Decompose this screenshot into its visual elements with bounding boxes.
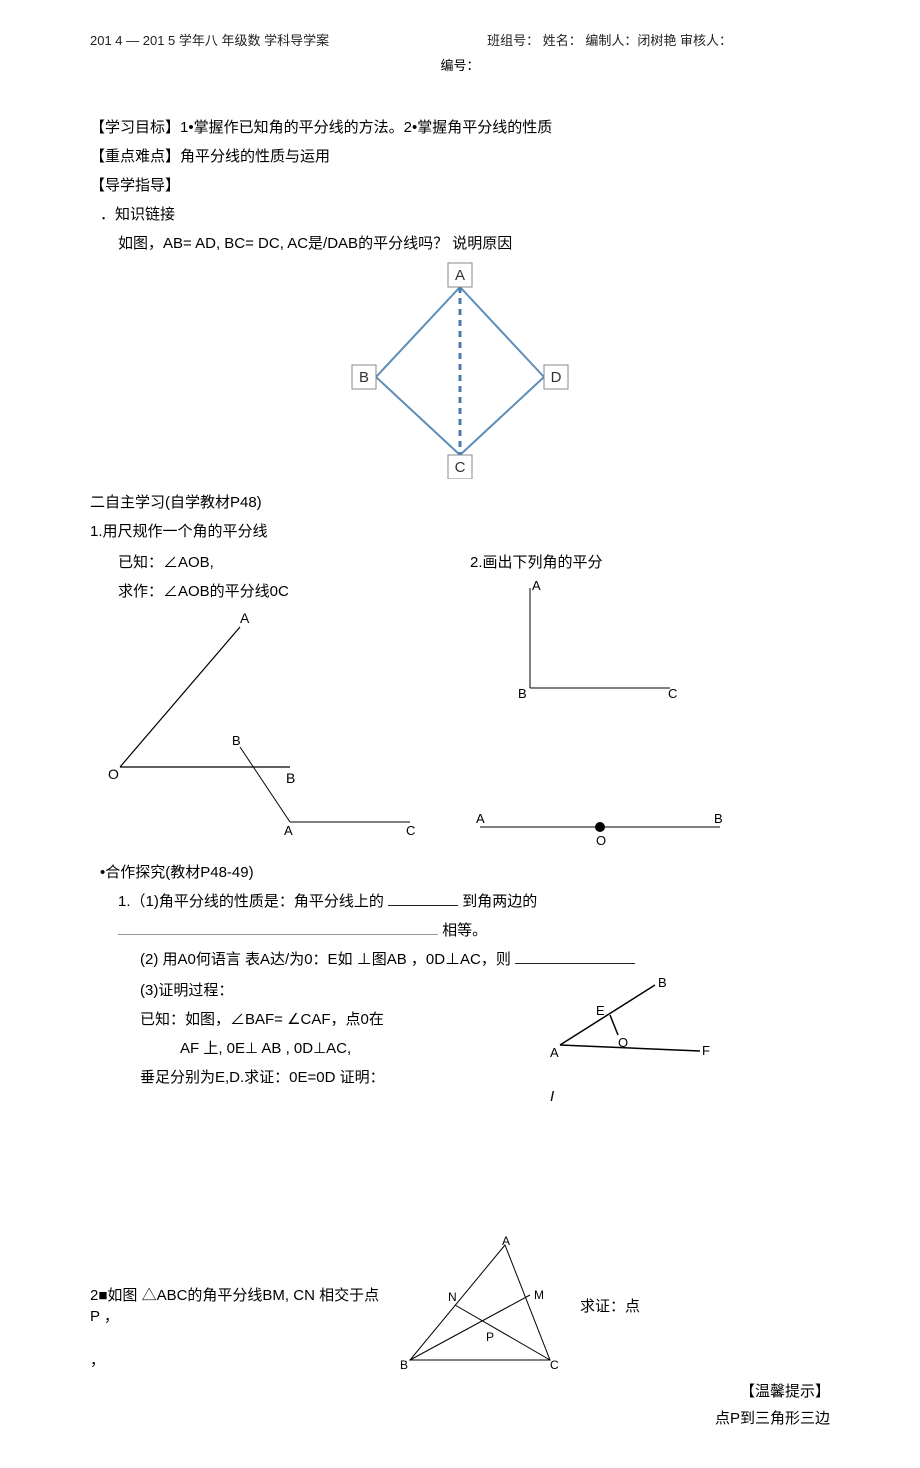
aob-label-o: O — [108, 766, 119, 782]
blank-3 — [515, 948, 635, 964]
tip-label: 【温馨提示】 — [740, 1383, 830, 1400]
str-label-a: A — [476, 811, 485, 826]
kite-label-c: C — [455, 459, 466, 476]
proof-label-e: E — [596, 1003, 605, 1018]
proof-label-o: O — [618, 1035, 628, 1050]
kite-label-b: B — [359, 369, 369, 386]
kite-label-a: A — [455, 267, 465, 284]
tri-label-m: M — [534, 1288, 544, 1302]
q1-req: 求作：∠AOB的平分线0C — [90, 578, 450, 605]
kite-label-d: D — [551, 369, 562, 386]
obt-label-b: B — [232, 733, 241, 748]
keypoint-text: 角平分线的性质与运用 — [180, 148, 330, 165]
angle-right-up-diagram: A B C — [470, 578, 690, 698]
q3-given3: 垂足分别为E,D.求证：0E=0D 证明： — [90, 1064, 490, 1091]
angle-obtuse-diagram: B A C — [210, 727, 430, 837]
goal-label: 【学习目标】 — [90, 119, 180, 136]
rightup-label-c: C — [668, 686, 677, 698]
q4b: 求证：点 — [580, 1295, 640, 1316]
blank-2 — [118, 919, 438, 935]
tri-label-a: A — [502, 1235, 510, 1248]
str-label-o: O — [596, 833, 606, 848]
section2-title: 二自主学习(自学教材P48) — [90, 489, 830, 516]
angle-straight-diagram: A O B — [470, 807, 730, 857]
header-line2: 编号： — [90, 55, 830, 74]
guide-label: 【导学指导】 — [90, 172, 830, 199]
q1-given: 已知：∠AOB, — [90, 549, 450, 576]
q3-given: 已知：如图，∠BAF= ∠CAF，点0在 — [90, 1006, 490, 1033]
q3-1a: 1.（1)角平分线的性质是：角平分线上的 — [118, 893, 388, 910]
proof-label-a: A — [550, 1045, 559, 1060]
rightup-label-b: B — [518, 686, 527, 698]
tip-text: 点P到三角形三边 — [90, 1407, 830, 1428]
aob-label-a: A — [240, 610, 250, 626]
section3-title: •合作探究(教材P48-49) — [90, 859, 830, 886]
q3-given2: AF 上, 0E⊥ AB , 0D⊥AC, — [90, 1035, 490, 1062]
q2-title: 2.画出下列角的平分 — [470, 549, 830, 576]
keypoint-label: 【重点难点】 — [90, 148, 180, 165]
tri-label-p: P — [486, 1330, 494, 1344]
rightup-label-a: A — [532, 578, 541, 593]
svg-text:I: I — [550, 1088, 554, 1105]
proof-label-f: F — [702, 1043, 710, 1058]
obt-label-a: A — [284, 823, 293, 837]
obt-label-c: C — [406, 823, 415, 837]
q3-1c: 相等。 — [442, 922, 487, 939]
kite-diagram: A B D C — [330, 259, 590, 479]
tri-label-b: B — [400, 1358, 408, 1372]
tri-label-n: N — [448, 1290, 457, 1304]
q1-title: 1.用尺规作一个角的平分线 — [90, 518, 830, 545]
q3-1b: 到角两边的 — [462, 893, 537, 910]
header-left: 201 4 — 201 5 学年八 年级数 学科导学案 — [90, 30, 329, 49]
proof-label-b: B — [658, 975, 667, 990]
blank-1 — [388, 890, 458, 906]
str-label-b: B — [714, 811, 723, 826]
guide-sub1: ．知识链接 — [90, 201, 830, 228]
q3-3: (3)证明过程： — [90, 977, 490, 1004]
question-kite: 如图，AB= AD, BC= DC, AC是/DAB的平分线吗？ 说明原因 — [90, 230, 830, 257]
tri-label-c: C — [550, 1358, 559, 1372]
q4a: 2■如图 △ABC的角平分线BM, CN 相交于点 P ， — [90, 1287, 379, 1325]
proof-diagram: A B E O F I — [510, 975, 730, 1105]
triangle-diagram: A B C N M P — [390, 1235, 580, 1375]
goal-text: 1•掌握作已知角的平分线的方法。2•掌握角平分线的性质 — [180, 119, 552, 136]
header-mid: 班组号： 姓名： 编制人：闭树艳 审核人： — [487, 30, 732, 49]
q3-2: (2) 用A0何语言 表A达/为0：E如 ⊥图AB ，0D⊥AC，则 — [140, 951, 511, 968]
